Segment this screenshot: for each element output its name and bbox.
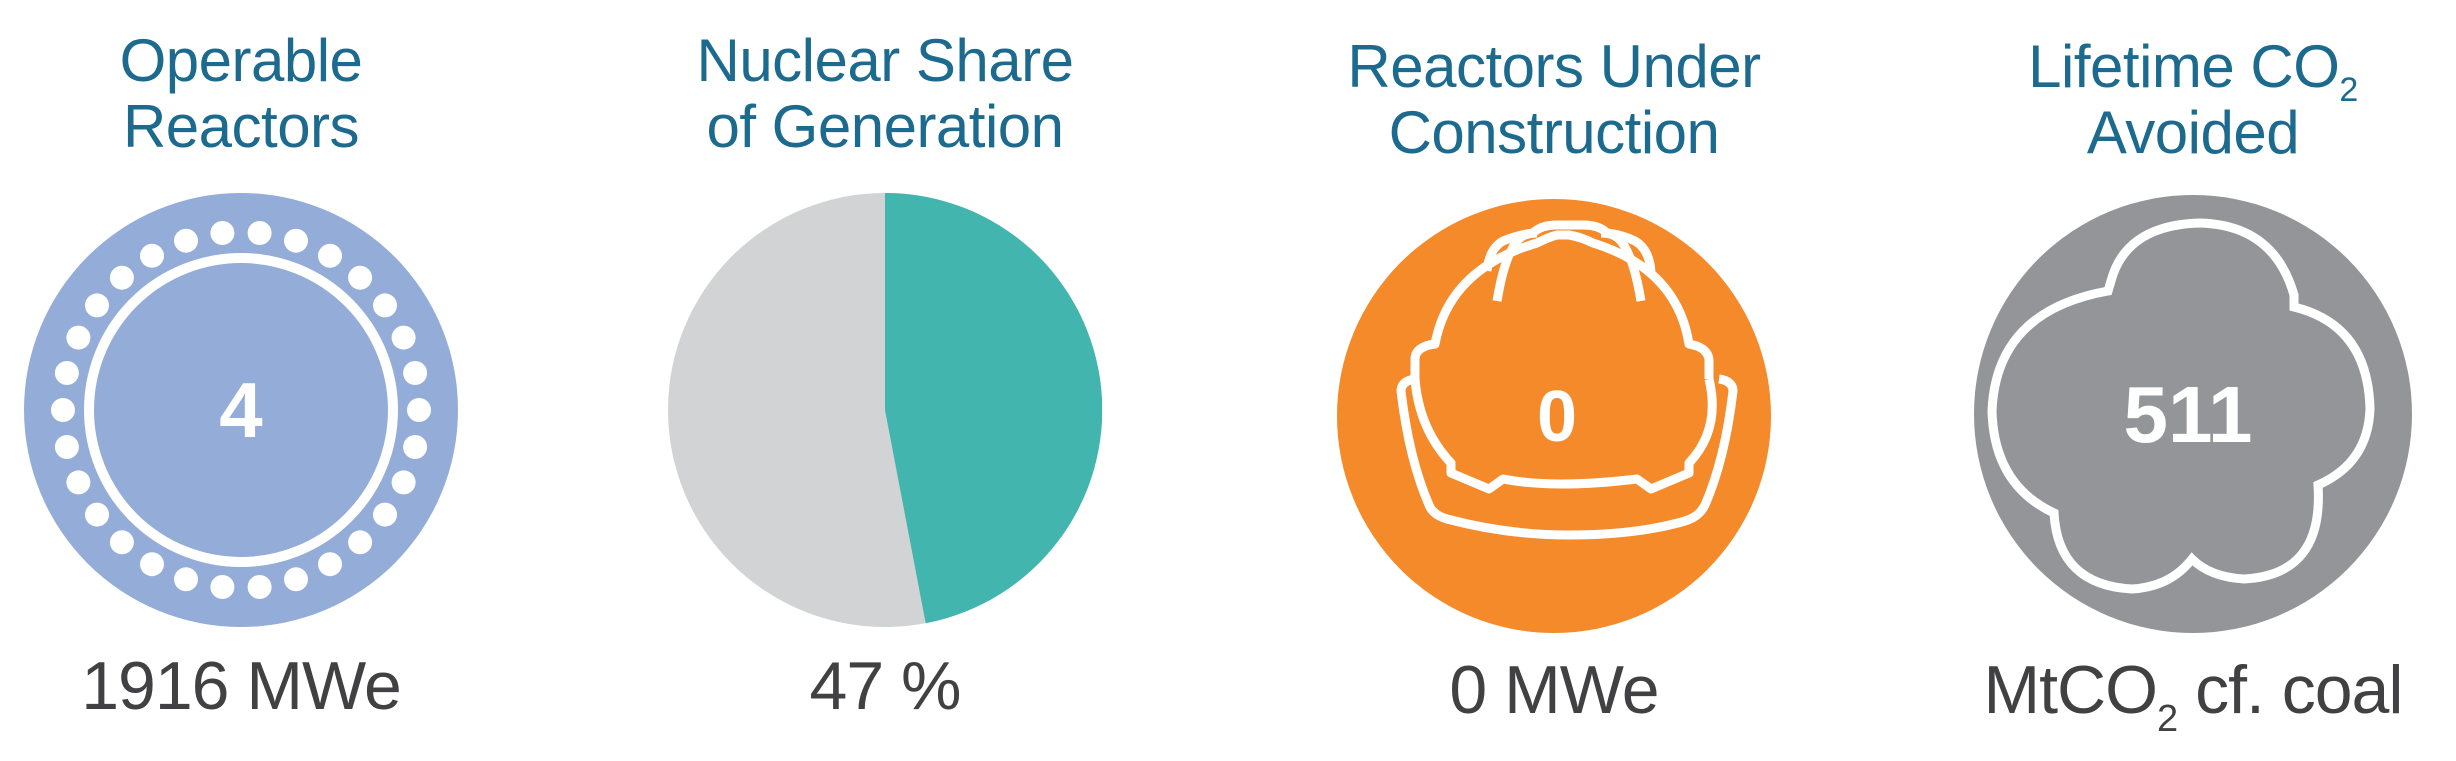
panel-title: Lifetime CO2 Avoided <box>1893 34 2456 166</box>
co2-avoided-unit: MtCO2 cf. coal <box>1983 652 2403 740</box>
title-line-2: Avoided <box>2086 99 2300 166</box>
panel-reactors-under-construction: Reactors Under Construction 0 0 MWe <box>1254 0 1854 761</box>
panel-title: Operable Reactors <box>0 28 541 160</box>
pie-chart-icon <box>668 193 1102 627</box>
hard-hat-icon: 0 <box>1337 199 1771 633</box>
reactor-ring-icon: 4 <box>24 193 458 627</box>
title-line-1: Operable <box>119 27 363 94</box>
title-line-1: Lifetime CO2 <box>2028 33 2358 109</box>
title-line-1: Nuclear Share <box>696 27 1074 94</box>
panel-operable-reactors: Operable Reactors 4 1916 MWe <box>0 0 541 761</box>
title-line-2: Construction <box>1388 99 1720 166</box>
pie-slice-nuclear <box>885 193 1102 624</box>
nuclear-share-value: 47 % <box>809 648 962 724</box>
cloud-icon: 511 <box>1974 195 2412 633</box>
title-line-2: of Generation <box>706 93 1064 160</box>
panel-nuclear-share: Nuclear Share of Generation 47 % <box>585 0 1185 761</box>
under-construction-count: 0 <box>1537 377 1577 457</box>
title-line-1: Reactors Under <box>1347 33 1761 100</box>
panel-lifetime-co2-avoided: Lifetime CO2 Avoided 511 MtCO2 cf. coal <box>1893 0 2456 761</box>
panel-title: Nuclear Share of Generation <box>585 28 1185 160</box>
under-construction-capacity: 0 MWe <box>1449 652 1659 728</box>
title-line-2: Reactors <box>122 93 360 160</box>
operable-reactors-count: 4 <box>219 366 262 454</box>
operable-capacity: 1916 MWe <box>81 648 402 724</box>
panel-title: Reactors Under Construction <box>1254 34 1854 166</box>
co2-avoided-value: 511 <box>2123 370 2252 459</box>
